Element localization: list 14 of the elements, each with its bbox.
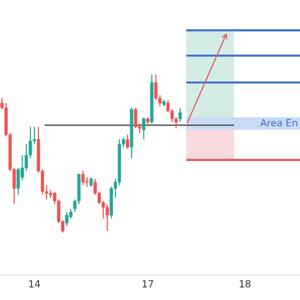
candlestick xyxy=(142,116,146,140)
candlestick xyxy=(89,176,93,188)
x-tick-label: 18 xyxy=(240,280,250,288)
candlestick xyxy=(154,74,158,100)
candlestick xyxy=(178,107,182,123)
candlestick xyxy=(126,134,130,150)
candlestick xyxy=(134,107,138,129)
x-tick-label: 14 xyxy=(29,280,40,288)
candlestick xyxy=(85,176,89,188)
candlestick xyxy=(106,204,109,232)
band-label: Area En xyxy=(260,119,298,126)
x-tick-label: 17 xyxy=(142,280,154,288)
candlestick xyxy=(65,212,68,227)
candlestick xyxy=(81,170,85,186)
